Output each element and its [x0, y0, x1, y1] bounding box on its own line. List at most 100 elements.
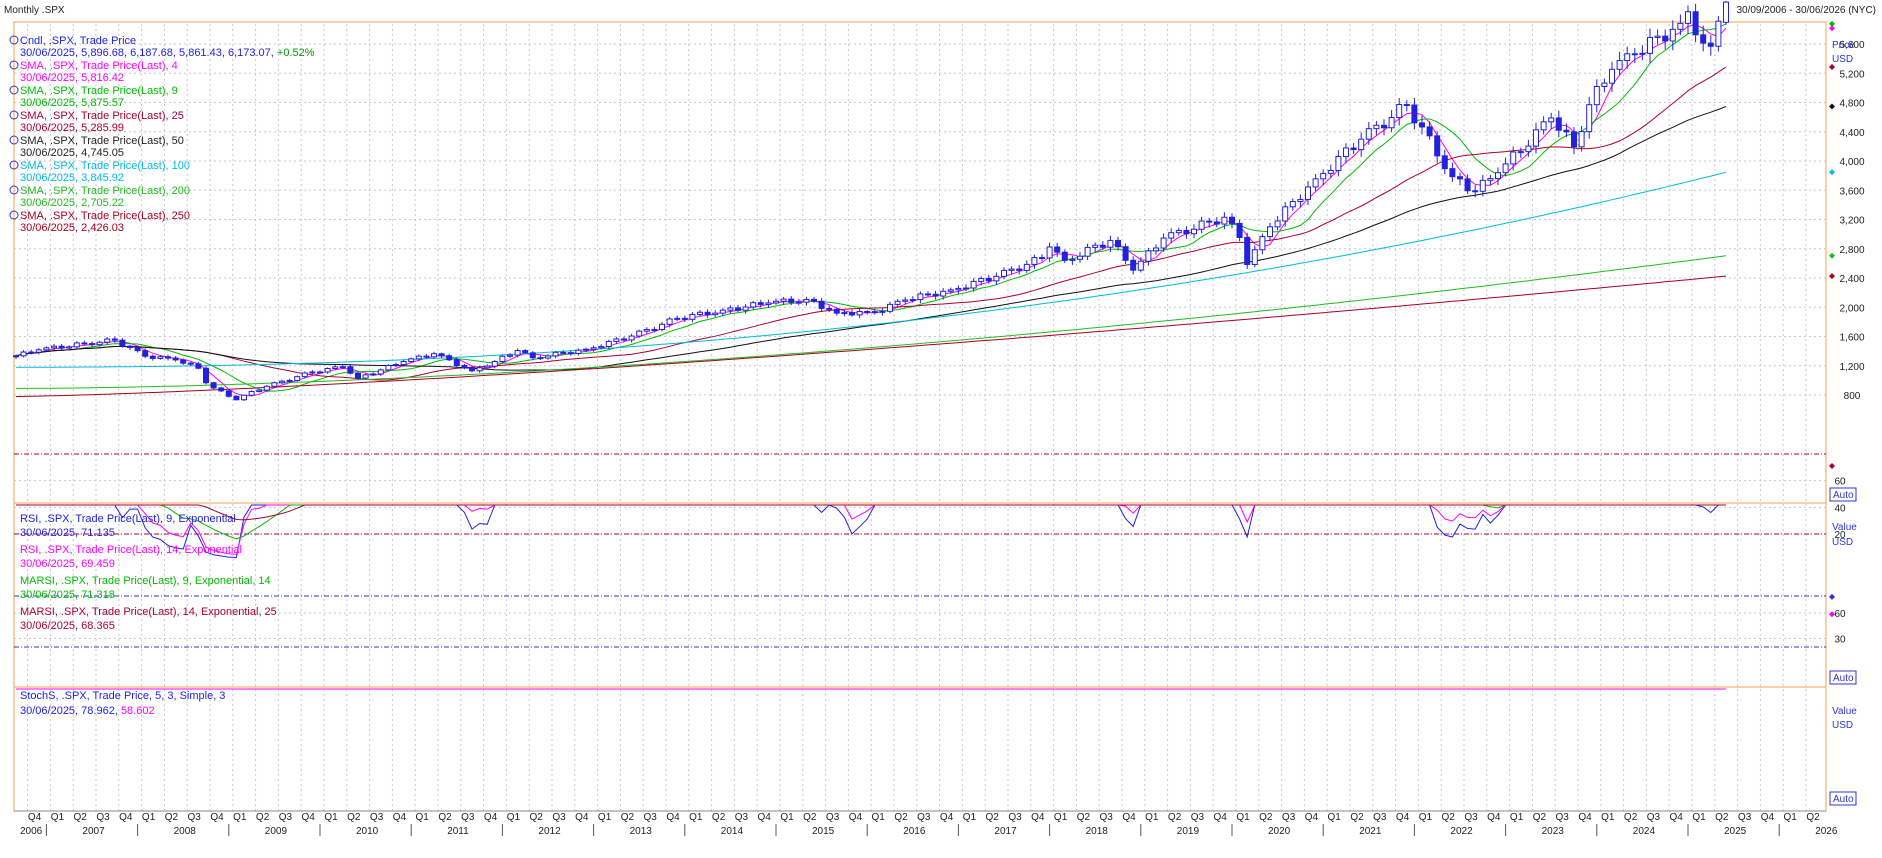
rsi-marker [1829, 463, 1835, 469]
candle-body [1274, 220, 1281, 228]
year-label: 2011 [447, 826, 469, 837]
candle-body [681, 317, 688, 320]
stoch-axis-unit: USD [1832, 720, 1853, 731]
candle-body [742, 306, 749, 311]
quarter-label: Q3 [1556, 812, 1570, 823]
candle-body [233, 395, 240, 401]
candle-body [370, 373, 377, 376]
quarter-label: Q3 [1373, 812, 1387, 823]
quarter-label: Q4 [1214, 812, 1228, 823]
candle-body [1099, 244, 1106, 248]
quarter-label: Q2 [712, 812, 726, 823]
stoch-auto-button[interactable] [1829, 791, 1857, 806]
candle-body [1335, 156, 1342, 171]
quarter-label: Q2 [1624, 812, 1638, 823]
candle-body [400, 361, 407, 366]
candle-body [1715, 20, 1722, 47]
legend-marker-icon [9, 85, 19, 95]
candle-body [628, 335, 635, 341]
candle-body [514, 350, 521, 356]
quarter-label: Q2 [1077, 812, 1091, 823]
candle-body [1616, 60, 1623, 70]
candle-body [134, 347, 141, 352]
candle-body [324, 367, 331, 373]
candle-body [1449, 168, 1456, 178]
candle-body [1685, 11, 1691, 24]
sma100-marker [1829, 169, 1835, 176]
candle-body [833, 308, 840, 314]
candle-body [917, 293, 924, 301]
candle-body [172, 357, 179, 361]
candle-body [590, 347, 597, 350]
rsi-legend: RSI, .SPX, Trade Price(Last), 9, Exponen… [20, 513, 277, 632]
year-label: 2021 [1359, 826, 1382, 837]
price-legend-name: SMA, .SPX, Trade Price(Last), 200 [20, 185, 190, 197]
candle-body [332, 366, 339, 369]
rsi-auto-button[interactable] [1829, 670, 1857, 685]
stoch-axis-title: Value [1832, 706, 1857, 717]
quarter-label: Q1 [1054, 812, 1068, 823]
candle-body [552, 351, 559, 357]
price-legend-value: 30/06/2025, 5,875.57 [20, 97, 124, 109]
candle-body [659, 323, 665, 330]
candle-body [727, 307, 734, 311]
price-auto-button[interactable] [1829, 487, 1857, 502]
rsi-tick-label: 20 [1834, 530, 1846, 541]
candle-body [1381, 124, 1387, 129]
candle-body [1213, 221, 1220, 225]
candle-body [301, 372, 308, 378]
price-tick-label: 1,600 [1839, 333, 1864, 344]
quarter-label: Q4 [575, 812, 589, 823]
candle-body [993, 275, 1000, 282]
candle-body [142, 350, 149, 357]
candle-body [1054, 246, 1061, 253]
quarter-label: Q1 [233, 812, 247, 823]
quarter-label: Q3 [1738, 812, 1752, 823]
year-label: 2025 [1724, 826, 1747, 837]
candle-body [1008, 268, 1015, 271]
price-legend-value: 30/06/2025, 5,285.99 [20, 122, 124, 134]
legend-marker-icon [9, 210, 19, 220]
candle-body [385, 364, 392, 371]
candle-body [28, 351, 35, 354]
rsi-legend-value: 30/06/2025, 71.135 [20, 527, 115, 539]
quarter-label: Q2 [1259, 812, 1273, 823]
legend-marker-icon [9, 160, 19, 170]
candle-body [294, 376, 301, 381]
rsi-auto-label: Auto [1833, 673, 1854, 684]
quarter-label: Q4 [1305, 812, 1319, 823]
candle-body [765, 302, 772, 305]
candle-body [522, 350, 529, 354]
candle-body [469, 367, 475, 372]
candle-body [1662, 35, 1669, 42]
candle-body [1631, 53, 1638, 56]
quarter-label: Q4 [302, 812, 316, 823]
price-tick-label: 1,200 [1839, 362, 1864, 373]
quarter-label: Q1 [1692, 812, 1706, 823]
candle-body [73, 342, 80, 348]
quarter-label: Q2 [894, 812, 908, 823]
quarter-label: Q2 [1442, 812, 1456, 823]
candle-body [446, 355, 453, 361]
quarter-label: Q3 [644, 812, 658, 823]
candle-body [902, 299, 909, 302]
quarter-label: Q1 [1601, 812, 1615, 823]
candle-body [643, 329, 650, 332]
quarter-label: Q3 [1647, 812, 1661, 823]
candle-body [149, 355, 156, 359]
candle-body [947, 289, 954, 292]
quarter-label: Q1 [689, 812, 703, 823]
candle-body [96, 341, 103, 346]
candle-body [1137, 260, 1144, 271]
candle-body [20, 351, 27, 357]
quarter-label: Q2 [1168, 812, 1182, 823]
candle-body [1571, 131, 1577, 148]
candle-body [165, 356, 171, 359]
quarter-label: Q1 [1145, 812, 1159, 823]
sma9-marker [1829, 20, 1835, 27]
chart-header-title: Monthly .SPX [4, 5, 65, 16]
candle-body [1563, 129, 1570, 133]
candle-body [545, 355, 551, 359]
candle-body [484, 365, 491, 369]
candle-body [431, 353, 437, 358]
